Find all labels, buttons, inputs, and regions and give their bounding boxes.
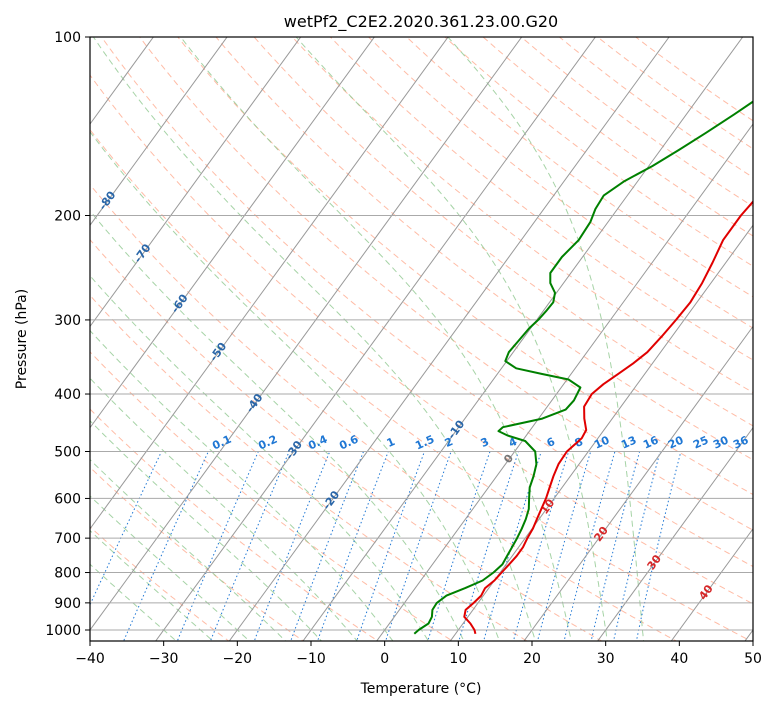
dry-adiabat (177, 37, 753, 496)
moist-adiabat (180, 37, 572, 641)
y-tick-label: 900 (54, 596, 81, 612)
mixing-ratio-line (590, 451, 641, 641)
y-tick-label: 700 (54, 531, 81, 547)
y-tick-label: 100 (54, 30, 81, 46)
dry-adiabat (215, 37, 753, 461)
dry-adiabat (405, 37, 753, 298)
mixing-ratio-label: 36 (731, 433, 751, 451)
x-tick-label: −20 (223, 651, 253, 667)
plot-frame (89, 36, 754, 642)
isotherm-line (90, 37, 228, 227)
dry-adiabat (90, 238, 603, 641)
dry-adiabat (90, 128, 752, 641)
grid-lines (90, 37, 753, 631)
moist-adiabat (90, 420, 323, 641)
x-tick-label: 40 (670, 651, 688, 667)
isotherm-line (228, 37, 670, 641)
y-axis: 1000 900 800 700 600 500 400 300 200 100 (45, 30, 90, 639)
x-tick-label: 20 (523, 651, 541, 667)
y-axis-label: Pressure (hPa) (14, 289, 30, 389)
mixing-ratio-line (253, 451, 331, 641)
moist-adiabat (90, 329, 394, 641)
isotherm-line (449, 224, 753, 641)
dry-adiabat (139, 37, 753, 531)
mixing-ratio-line (635, 451, 682, 641)
moist-adiabat (295, 37, 608, 641)
x-tick-label: 30 (597, 651, 615, 667)
chart-title: wetPf2_C2E2.2020.361.23.00.G20 (284, 12, 558, 32)
isotherm-line (90, 37, 523, 631)
x-axis: −40 −30 −20 −10 0 10 20 30 40 50 (75, 641, 762, 667)
mixing-ratio-label: 30 (711, 433, 731, 451)
plot-area (90, 37, 753, 641)
y-tick-label: 500 (54, 444, 81, 460)
y-tick-label: 1000 (45, 623, 81, 639)
mixing-ratio-line (122, 451, 209, 641)
y-tick-label: 300 (54, 313, 81, 329)
isotherm-line (90, 37, 449, 530)
dry-adiabat (100, 37, 753, 568)
mixing-ratio-line (512, 451, 569, 641)
y-tick-label: 200 (54, 209, 81, 225)
isotherm-line (523, 325, 753, 641)
isotherm-line (155, 37, 597, 641)
dry-adiabat (90, 351, 454, 641)
isotherm-line (597, 426, 753, 641)
mixing-ratio-line (483, 451, 542, 641)
temperature-profile-line (463, 200, 753, 635)
moist-adiabat (447, 37, 645, 641)
mixing-ratio-line (613, 451, 661, 641)
moist-adiabat (90, 563, 178, 641)
y-tick-label: 800 (54, 566, 81, 582)
isotherm-line (302, 37, 744, 641)
dry-adiabat (90, 466, 305, 641)
background-reference-lines (90, 37, 753, 641)
moist-adiabat (90, 377, 358, 641)
x-tick-label: 0 (380, 651, 389, 667)
isotherm-line (90, 37, 302, 328)
isotherm-line (376, 123, 753, 641)
mixing-ratio-label: 25 (691, 433, 710, 451)
mixing-ratio-line (458, 451, 519, 641)
y-tick-label: 600 (54, 491, 81, 507)
mixing-ratio-line (90, 451, 162, 606)
mixing-ratio-line (384, 451, 452, 641)
y-tick-label: 400 (54, 387, 81, 403)
moist-adiabat (90, 210, 465, 641)
mixing-ratio-line (176, 451, 259, 641)
dry-adiabat (291, 37, 753, 394)
mixing-ratio-line (563, 451, 616, 641)
moist-adiabat (90, 529, 214, 641)
mixing-ratio-label: 10 (592, 433, 612, 451)
isotherm-line (670, 527, 753, 641)
mixing-ratio-label: 20 (666, 433, 686, 451)
mixing-ratio-line (427, 451, 491, 641)
dry-adiabat (90, 183, 678, 641)
mixing-ratio-line (209, 451, 290, 641)
mixing-ratio-line (537, 451, 592, 641)
x-tick-label: −10 (296, 651, 326, 667)
series-lines (413, 100, 753, 635)
moist-adiabat (90, 495, 251, 641)
dewpoint-profile-line (413, 100, 753, 635)
isotherm-line (90, 37, 376, 429)
moist-adiabat (90, 131, 501, 641)
mixing-ratio-label: 16 (641, 433, 661, 451)
moist-adiabat (92, 37, 536, 641)
x-tick-label: −30 (149, 651, 179, 667)
dry-adiabat (329, 37, 753, 361)
mixing-ratio-label: 13 (619, 433, 638, 451)
moist-adiabat (90, 458, 287, 641)
x-tick-label: 50 (744, 651, 762, 667)
dry-adiabat (90, 526, 230, 641)
x-tick-label: −40 (75, 651, 105, 667)
x-tick-label: 10 (449, 651, 467, 667)
dry-adiabat (90, 294, 529, 641)
x-axis-label: Temperature (°C) (360, 681, 482, 697)
